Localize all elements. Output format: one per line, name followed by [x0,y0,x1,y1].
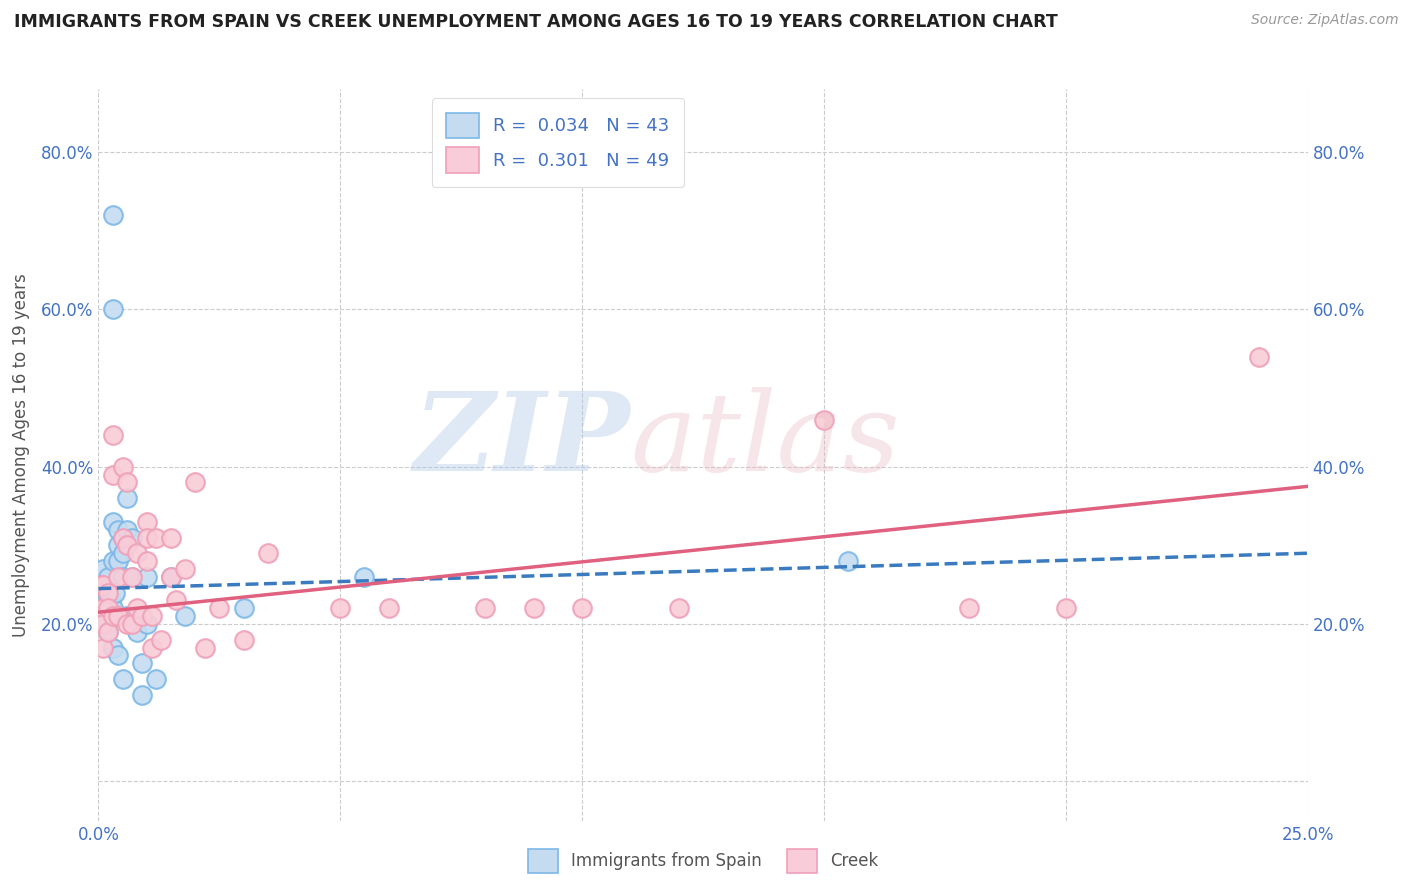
Point [101,428,124,442]
Point [121,531,143,545]
Y-axis label: Unemployment Among Ages 16 to 19 years: Unemployment Among Ages 16 to 19 years [11,273,30,637]
Point [165,593,187,607]
Point [160,570,183,584]
Point [91,577,114,591]
Point [101,554,124,568]
Point [111,546,134,560]
Point [160,570,183,584]
Point [232,601,254,615]
Point [91,593,114,607]
Point [101,515,124,529]
Point [97,570,120,584]
Point [329,601,352,615]
Text: IMMIGRANTS FROM SPAIN VS CREEK UNEMPLOYMENT AMONG AGES 16 TO 19 YEARS CORRELATIO: IMMIGRANTS FROM SPAIN VS CREEK UNEMPLOYM… [14,13,1057,31]
Point [117,475,139,490]
Point [107,523,129,537]
Point [101,640,124,655]
Text: ZIP: ZIP [413,386,630,494]
Point [127,546,149,560]
Point [668,601,690,615]
Legend: Immigrants from Spain, Creek: Immigrants from Spain, Creek [522,842,884,880]
Legend: R =  0.034   N = 43, R =  0.301   N = 49: R = 0.034 N = 43, R = 0.301 N = 49 [432,98,683,187]
Point [107,570,129,584]
Point [135,531,157,545]
Point [523,601,546,615]
Point [184,475,207,490]
Point [107,538,129,552]
Point [127,601,149,615]
Point [1249,350,1271,364]
Point [101,208,124,222]
Text: atlas: atlas [630,386,900,494]
Point [1054,601,1077,615]
Point [813,412,835,426]
Text: Source: ZipAtlas.com: Source: ZipAtlas.com [1251,13,1399,28]
Point [117,538,139,552]
Point [117,523,139,537]
Point [256,546,278,560]
Point [104,585,127,599]
Point [97,601,120,615]
Point [145,672,167,686]
Point [174,609,197,624]
Point [121,617,143,632]
Point [194,640,217,655]
Point [111,531,134,545]
Point [150,632,173,647]
Point [117,491,139,505]
Point [97,601,120,615]
Point [127,624,149,639]
Point [141,640,163,655]
Point [131,609,153,624]
Point [101,467,124,482]
Point [107,609,129,624]
Point [94,585,117,599]
Point [91,617,114,632]
Point [141,609,163,624]
Point [117,609,139,624]
Point [107,554,129,568]
Point [232,632,254,647]
Point [111,672,134,686]
Point [97,585,120,599]
Point [111,459,134,474]
Point [107,609,129,624]
Point [208,601,231,615]
Point [97,624,120,639]
Point [111,570,134,584]
Point [135,617,157,632]
Point [135,570,157,584]
Point [135,554,157,568]
Point [174,562,197,576]
Point [353,570,375,584]
Point [377,601,399,615]
Point [91,640,114,655]
Point [111,531,134,545]
Point [957,601,980,615]
Point [571,601,593,615]
Point [91,617,114,632]
Point [90,577,112,591]
Point [101,302,124,317]
Point [131,657,153,671]
Point [837,554,859,568]
Point [97,585,120,599]
Point [97,624,120,639]
Point [90,577,112,591]
Point [91,562,114,576]
Point [101,601,124,615]
Point [91,577,114,591]
Point [100,593,122,607]
Point [121,570,143,584]
Point [145,531,167,545]
Point [117,617,139,632]
Point [107,648,129,663]
Point [91,601,114,615]
Point [135,515,157,529]
Point [160,531,183,545]
Point [474,601,496,615]
Point [121,570,143,584]
Point [101,609,124,624]
Point [131,688,153,702]
